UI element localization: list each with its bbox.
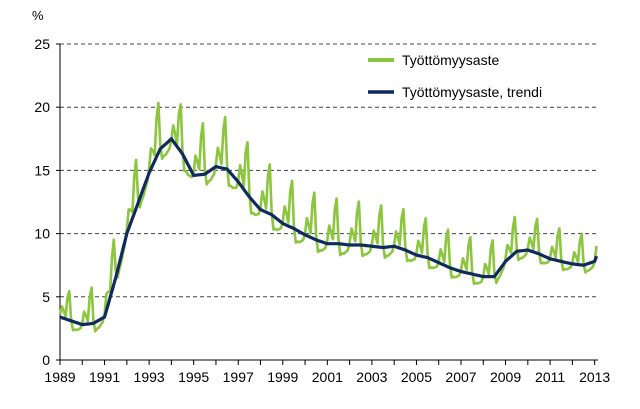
x-tick-label: 2013 — [579, 369, 610, 385]
y-tick-labels: 0 5 10 15 20 25 — [34, 36, 50, 368]
series-line-tyottomyysaste — [58, 101, 598, 333]
x-tick-label: 1993 — [134, 369, 165, 385]
axes — [56, 43, 598, 365]
x-tick-label: 2003 — [356, 369, 387, 385]
y-tick-label: 0 — [42, 352, 50, 368]
x-tick-labels: 1989 1991 1993 1995 1997 1999 2001 2003 2005 2007… — [44, 369, 610, 385]
x-tick-label: 2009 — [490, 369, 521, 385]
x-tick-label: 1995 — [178, 369, 209, 385]
x-tick-label: 2005 — [401, 369, 432, 385]
x-tick-label: 1997 — [223, 369, 254, 385]
x-tick-label: 2011 — [535, 369, 565, 385]
x-tick-label: 2001 — [312, 369, 343, 385]
legend: Työttömyysaste Työttömyysaste, trendi — [368, 52, 542, 100]
y-unit-label: % — [32, 8, 44, 23]
series-line-trend — [59, 137, 599, 327]
series-layer — [58, 101, 599, 333]
y-tick-label: 20 — [34, 99, 50, 115]
legend-label-trend: Työttömyysaste, trendi — [402, 84, 542, 100]
x-tick-label: 1999 — [267, 369, 298, 385]
y-tick-label: 25 — [34, 36, 50, 52]
x-tick-label: 1991 — [89, 369, 120, 385]
y-tick-label: 15 — [34, 162, 50, 178]
y-tick-label: 5 — [42, 289, 50, 305]
y-tick-label: 10 — [34, 226, 50, 242]
x-tick-label: 2007 — [445, 369, 476, 385]
x-tick-label: 1989 — [44, 369, 75, 385]
legend-label-tyottomyysaste: Työttömyysaste — [402, 52, 499, 68]
